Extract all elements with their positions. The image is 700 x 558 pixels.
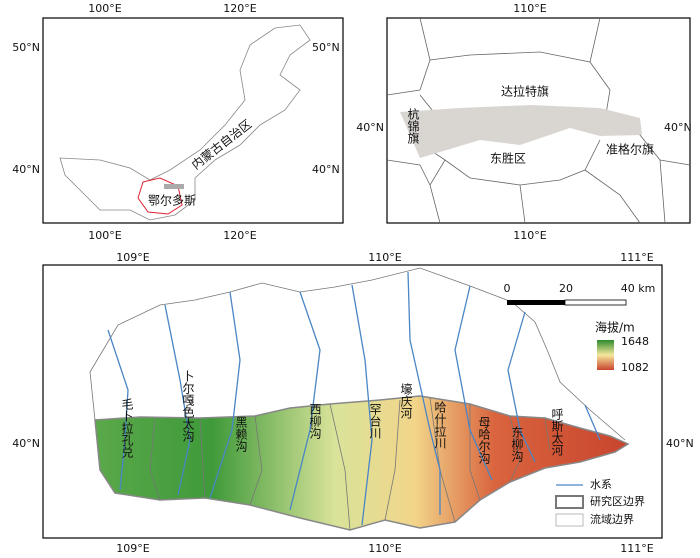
legend-label: 水系	[590, 478, 612, 491]
basin-outline	[89, 267, 626, 441]
lon-label: 111°E	[620, 542, 653, 555]
lon-label: 110°E	[513, 2, 546, 15]
scale-label: 0	[504, 282, 511, 295]
lat-label: 40°N	[666, 437, 694, 450]
lon-label: 109°E	[116, 251, 149, 264]
lon-label: 100°E	[88, 2, 121, 15]
district-label: 杭锦旗	[406, 107, 420, 145]
lon-label: 110°E	[513, 229, 546, 242]
lon-label: 120°E	[223, 2, 256, 15]
district-map: 110°E 110°E 40°N 40°N 达拉特旗 杭锦旗 东胜区 准格尔旗	[356, 2, 691, 242]
river-label: 哈什拉川	[433, 401, 447, 449]
study-area	[94, 395, 630, 531]
river-label: 壕庆河	[399, 382, 413, 419]
legend-label: 研究区边界	[590, 494, 645, 508]
river-label: 罕台川	[368, 403, 382, 439]
lon-label: 110°E	[368, 542, 401, 555]
district-label: 达拉特旗	[501, 84, 549, 99]
legend-key	[555, 495, 584, 509]
lon-label: 100°E	[88, 229, 121, 242]
river-label: 卜尔嘎色太沟	[181, 370, 195, 442]
scale-label: 40 km	[621, 282, 656, 295]
lon-label: 109°E	[116, 542, 149, 555]
study-area	[400, 105, 642, 158]
lat-label: 40°N	[664, 121, 692, 134]
city-label: 鄂尔多斯	[148, 193, 196, 208]
frame	[42, 264, 663, 539]
river-label: 呼斯太河	[550, 408, 564, 456]
overview-map: 100°E 120°E 100°E 120°E 50°N 40°N 50°N 4…	[12, 2, 344, 242]
legend-max: 1648	[621, 335, 649, 348]
district-boundaries	[386, 17, 691, 224]
scale-label: 20	[559, 282, 573, 295]
scale-bar	[564, 299, 627, 306]
frame	[386, 17, 691, 224]
scale-bar	[507, 300, 565, 305]
river-label: 母哈尔沟	[477, 416, 491, 464]
district-label: 准格尔旗	[606, 142, 654, 157]
legend-min: 1082	[621, 361, 649, 374]
lat-label: 50°N	[12, 41, 40, 54]
legend-title: 海拔/m	[595, 320, 635, 335]
river-label: 西柳沟	[308, 403, 322, 439]
rivers	[107, 271, 601, 526]
study-area	[164, 184, 184, 189]
lat-label: 40°N	[12, 437, 40, 450]
river-label: 黑赖沟	[234, 416, 248, 452]
legend-key	[555, 513, 584, 527]
region-outline	[59, 24, 311, 221]
lat-label: 40°N	[312, 163, 340, 176]
river-label: 东柳沟	[510, 426, 524, 462]
legend-label: 流域边界	[590, 512, 634, 526]
lon-label: 120°E	[223, 229, 256, 242]
lat-label: 40°N	[356, 121, 384, 134]
lat-label: 40°N	[12, 163, 40, 176]
region-label: 内蒙古自治区	[188, 116, 254, 172]
color-ramp	[597, 340, 614, 370]
river-label: 毛卜拉孔兑	[120, 398, 134, 459]
lat-label: 50°N	[312, 41, 340, 54]
city-outline	[137, 177, 183, 215]
district-label: 东胜区	[490, 151, 526, 166]
basin-map: 109°E 110°E 111°E 109°E 110°E 111°E 40°N…	[12, 251, 693, 555]
lon-label: 110°E	[368, 251, 401, 264]
frame	[42, 17, 344, 224]
lon-label: 111°E	[620, 251, 653, 264]
